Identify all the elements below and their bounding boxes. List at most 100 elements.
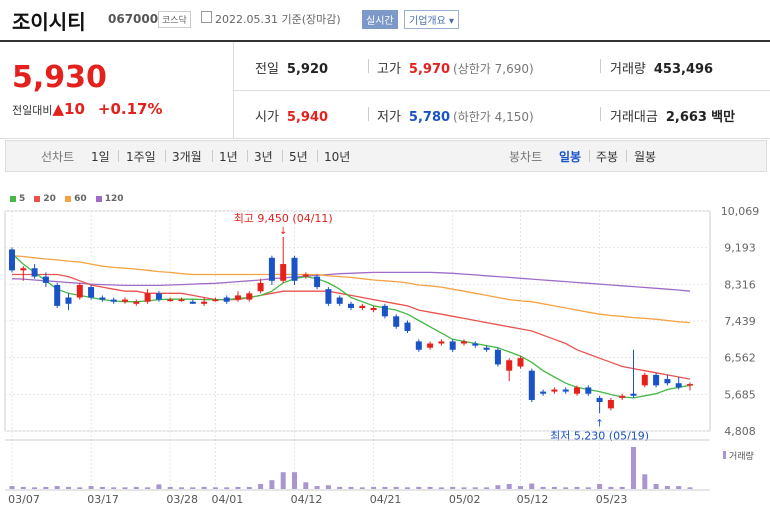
legend-ma120: 120 — [95, 194, 124, 204]
calendar-icon — [201, 11, 212, 23]
candle-body — [235, 295, 241, 300]
change-value: 10 — [64, 100, 85, 118]
candle-body — [506, 360, 513, 371]
y-tick-label: 6,562 — [724, 352, 756, 365]
tab-5y[interactable]: 5년 — [289, 150, 308, 164]
x-tick-label: 05/12 — [517, 493, 549, 506]
volume-bar — [405, 487, 410, 489]
candle-body — [562, 389, 569, 392]
volume-bar — [303, 482, 309, 489]
company-overview-button[interactable]: 기업개요 ▾ — [404, 10, 460, 29]
volume-bar — [32, 487, 38, 489]
candle-body — [483, 347, 490, 350]
candle-body — [9, 249, 15, 271]
volume-bar — [653, 483, 659, 489]
volume-bar — [382, 486, 388, 489]
volume-bar — [551, 486, 557, 489]
prev-close: 전일 5,920 — [255, 62, 329, 77]
up-arrow-icon: ↑ — [595, 418, 603, 429]
candle-body — [201, 301, 208, 304]
candle-body — [302, 274, 309, 277]
tab-daily[interactable]: 일봉 — [559, 150, 582, 164]
price-change: 전일대비▲10 +0.17% — [12, 100, 163, 118]
volume-bar — [540, 486, 546, 489]
tab-1y[interactable]: 1년 — [219, 150, 238, 164]
volume-bar — [201, 486, 207, 489]
tab-divider — [626, 150, 627, 162]
tab-divider — [247, 150, 248, 162]
tab-weekly[interactable]: 주봉 — [596, 150, 619, 164]
tab-1d[interactable]: 1일 — [91, 150, 110, 164]
candle-body — [133, 301, 140, 304]
candle-body — [155, 293, 162, 300]
volume-summary: 거래량 453,496 — [610, 62, 714, 77]
volume-bar — [292, 472, 297, 489]
y-tick-label: 10,069 — [721, 205, 760, 218]
volume-bar — [506, 483, 512, 489]
candle-body — [122, 299, 128, 302]
candle-body — [461, 341, 467, 344]
candle-body — [167, 299, 174, 302]
candle-chart-label: 봉차트 — [509, 150, 543, 164]
open-price: 시가 5,940 — [255, 110, 329, 125]
volume-bar — [212, 487, 218, 489]
volume-bar — [111, 487, 117, 489]
change-label: 전일대비 — [12, 104, 53, 117]
stock-header: 조이시티 067000 코스닥 2022.05.31 기준(장마감) 실시간 기… — [0, 0, 770, 40]
candle-body — [348, 303, 354, 308]
ma60-line — [11, 255, 691, 324]
ma5-line — [11, 253, 691, 399]
volume-bar — [54, 486, 60, 489]
realtime-button[interactable]: 실시간 — [362, 10, 398, 29]
tab-1w[interactable]: 1주일 — [126, 150, 156, 164]
separator — [368, 59, 369, 73]
candle-body — [427, 343, 434, 348]
volume-bar — [472, 487, 478, 489]
volume-bar — [43, 486, 49, 489]
volume-bar — [687, 487, 693, 489]
candle-body — [472, 343, 479, 346]
y-tick-label: 9,193 — [724, 242, 756, 255]
volume-bar — [619, 486, 625, 489]
stock-code: 067000 — [108, 12, 159, 26]
volume-bar — [427, 486, 433, 489]
volume-bar — [518, 486, 523, 489]
x-tick-label: 04/12 — [291, 493, 323, 506]
candle-body — [641, 374, 648, 386]
date-info: 2022.05.31 기준(장마감) — [215, 13, 341, 26]
volume-bar — [563, 487, 569, 489]
candle-body — [381, 305, 388, 317]
candle-body — [257, 282, 264, 292]
y-tick-label: 5,685 — [724, 388, 756, 401]
candle-body — [223, 297, 230, 302]
candle-body — [438, 341, 445, 344]
tab-divider — [282, 150, 283, 162]
volume-bar — [348, 486, 354, 489]
candle-body — [268, 257, 275, 281]
candle-body — [144, 293, 151, 302]
candle-body — [653, 374, 660, 386]
volume-bar — [258, 483, 264, 489]
x-tick-label: 05/02 — [449, 493, 481, 506]
x-tick-label: 03/17 — [87, 493, 119, 506]
volume-bar — [371, 486, 377, 489]
tab-3m[interactable]: 3개월 — [172, 150, 202, 164]
candle-body — [359, 305, 366, 308]
low-price: 저가 5,780 (하한가 4,150) — [377, 110, 534, 125]
tab-10y[interactable]: 10년 — [324, 150, 351, 164]
volume-bar — [608, 486, 614, 489]
volume-bar — [9, 486, 15, 489]
summary-row-divider — [233, 90, 770, 91]
tab-3y[interactable]: 3년 — [254, 150, 273, 164]
volume-bar — [190, 487, 196, 489]
candle-body — [415, 341, 422, 350]
volume-bar — [642, 474, 648, 489]
candle-body — [88, 287, 95, 298]
tab-monthly[interactable]: 월봉 — [634, 150, 657, 164]
price-summary: 5,930 전일대비▲10 +0.17% 전일 5,920 시가 5,940 고가 5… — [0, 42, 770, 139]
x-tick-label: 04/21 — [370, 493, 402, 506]
volume-bar — [133, 486, 139, 489]
volume-bar — [224, 487, 230, 489]
candle-body — [31, 268, 38, 277]
separator — [600, 107, 601, 121]
